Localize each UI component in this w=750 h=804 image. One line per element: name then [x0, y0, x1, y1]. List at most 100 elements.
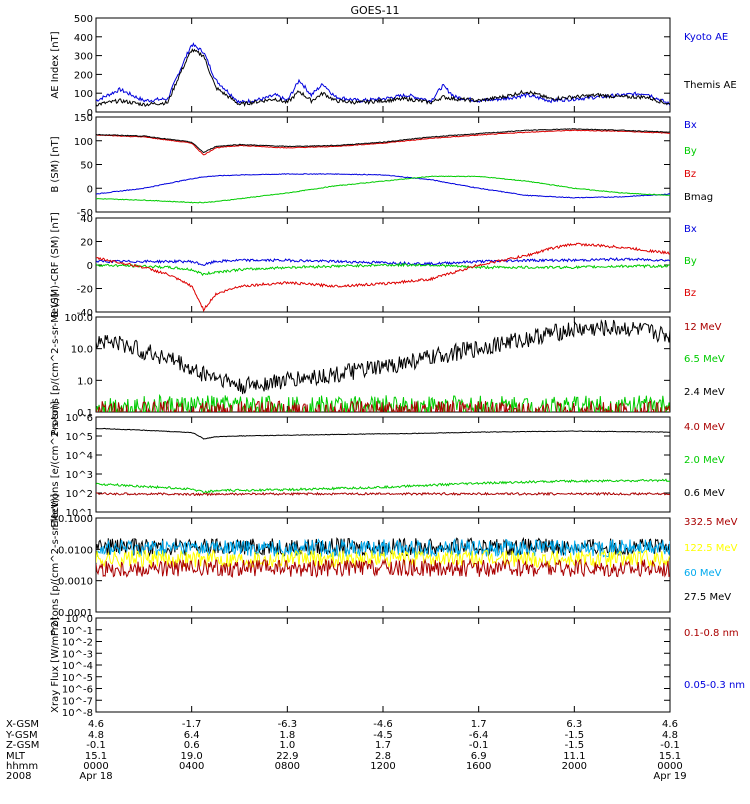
y-tick-label: 100: [74, 137, 93, 148]
footer-cell: 0000: [83, 761, 108, 772]
y-tick-label: 10^-2: [62, 638, 93, 649]
legend-label: 0.6 MeV: [684, 488, 725, 499]
y-tick-label: -20: [77, 285, 93, 296]
y-tick-label: -40: [77, 308, 93, 319]
y-axis-label: Protons [p/(cm^2-s-sr-MeV)]: [50, 494, 61, 636]
footer-row-label: Z-GSM: [6, 740, 39, 751]
y-tick-label: 300: [74, 52, 93, 63]
footer-cell: 1200: [370, 761, 395, 772]
y-tick-label: 0: [87, 108, 93, 119]
y-tick-label: 10.0: [71, 345, 93, 356]
y-tick-label: 10^2: [66, 489, 93, 500]
panel-electrons: 10^6 10^5 10^4 10^3 10^2 10^1 Electrons [e/(cm…: [50, 401, 725, 527]
legend-label: Kyoto AE: [684, 32, 728, 43]
y-tick-label: 400: [74, 33, 93, 44]
y-tick-label: 100.0: [64, 313, 93, 324]
y-axis-label: B (SM) [nT]: [50, 136, 61, 192]
y-tick-label: 50: [80, 161, 93, 172]
footer-cell: 22.9: [276, 751, 298, 762]
legend-label: 122.5 MeV: [684, 543, 738, 554]
footer-cell: 4.8: [662, 730, 678, 741]
y-tick-label: 20: [80, 238, 93, 249]
y-axis-label: B (SM)-CRF (SM) [nT]: [50, 212, 61, 318]
footer-cell: -0.1: [469, 740, 489, 751]
footer-cell: 0400: [179, 761, 204, 772]
y-axis-label: Protons [p/(cm^2-s-sr-MeV)]: [50, 293, 61, 435]
series-line-bz: [96, 129, 670, 156]
footer-cell: 4.8: [88, 730, 104, 741]
y-tick-label: 40: [80, 214, 93, 225]
footer-cell: 19.0: [181, 751, 203, 762]
footer-cell: -1.5: [565, 730, 585, 741]
y-tick-label: 150: [74, 113, 93, 124]
y-axis-label: AE Index [nT]: [50, 31, 61, 98]
footer-row-label: MLT: [6, 751, 26, 762]
footer-cell: -0.1: [660, 740, 680, 751]
y-tick-label: 10^3: [66, 470, 93, 481]
y-tick-label: 10^-7: [62, 696, 93, 707]
y-tick-label: 0: [87, 261, 93, 272]
y-tick-label: 0.0010: [58, 577, 93, 588]
y-axis-label: Electrons [e/(cm^2-s-sr)]: [50, 401, 61, 527]
legend-label: 4.0 MeV: [684, 422, 725, 433]
y-tick-label: 10^-8: [62, 708, 93, 719]
legend-label: 2.4 MeV: [684, 387, 725, 398]
y-tick-label: 100: [74, 89, 93, 100]
footer-cell: 6.4: [184, 730, 200, 741]
series-line-kyoto-ae: [96, 42, 670, 106]
legend-label: 2.0 MeV: [684, 455, 725, 466]
series-line-themis-ae: [96, 48, 670, 108]
footer-cell: 4.6: [88, 719, 104, 730]
legend-label: Themis AE: [683, 80, 737, 91]
panel-frame: [95, 617, 671, 713]
legend-label: Bx: [684, 224, 697, 235]
footer-cell: -1.5: [565, 740, 585, 751]
panel-xray: 10^010^-110^-210^-310^-410^-510^-610^-71…: [50, 614, 745, 719]
legend-label: 60 MeV: [684, 568, 722, 579]
footer-cell: Apr 18: [79, 771, 112, 782]
y-tick-label: 10^-5: [62, 673, 93, 684]
footer-cell: 0.6: [184, 740, 200, 751]
series-line-by: [96, 262, 670, 277]
footer-cell: -6.4: [469, 730, 489, 741]
footer-cell: -4.5: [373, 730, 393, 741]
footer-cell: 1.7: [471, 719, 487, 730]
footer-cell: 1.8: [279, 730, 295, 741]
legend-label: By: [684, 256, 697, 267]
panel-frame: [95, 517, 671, 613]
y-tick-label: 0: [87, 184, 93, 195]
footer-cell: 0000: [657, 761, 682, 772]
footer-cell: 6.9: [471, 751, 487, 762]
y-tick-label: 0.1000: [58, 514, 93, 525]
footer-row-label: hhmm: [6, 761, 38, 772]
series-line-122-5-mev: [96, 549, 670, 569]
series-line-bz: [96, 242, 670, 312]
y-tick-label: 10^4: [66, 451, 93, 462]
legend-label: 12 MeV: [684, 322, 722, 333]
footer-row-label: X-GSM: [6, 719, 39, 730]
y-axis-label: Xray Flux [W/m^2]: [50, 617, 61, 713]
footer-cell: -4.6: [373, 719, 393, 730]
y-tick-label: 10^1: [66, 508, 93, 519]
y-tick-label: 10^-6: [62, 685, 93, 696]
y-tick-label: 10^5: [66, 432, 93, 443]
footer-cell: 6.3: [566, 719, 582, 730]
panel-ae: 500 400 300 200 100 0 AE Index [nT] Kyoto AE The…: [50, 14, 737, 119]
series-line-12-mev: [96, 399, 670, 412]
y-tick-label: 10^0: [66, 614, 93, 625]
series-line-2-0-mev: [96, 478, 670, 494]
legend-label: Bz: [684, 288, 696, 299]
y-tick-label: -50: [77, 208, 93, 219]
legend-label: 6.5 MeV: [684, 354, 725, 365]
panel-bdiff: 40 20 0 -20 -40 B (SM)-CRF (SM) [nT] Bx By Bz: [50, 212, 697, 319]
panel-protons_hi: 100.0 10.0 1.0 0.1 Protons [p/(cm^2-s-sr-MeV…: [50, 293, 725, 435]
footer-cell: 15.1: [85, 751, 107, 762]
footer-cell: 0800: [275, 761, 300, 772]
series-line-60-mev: [96, 538, 670, 559]
series-line-6-5-mev: [96, 393, 670, 412]
y-tick-label: 10^6: [66, 413, 93, 424]
series-line-bx: [96, 173, 670, 199]
